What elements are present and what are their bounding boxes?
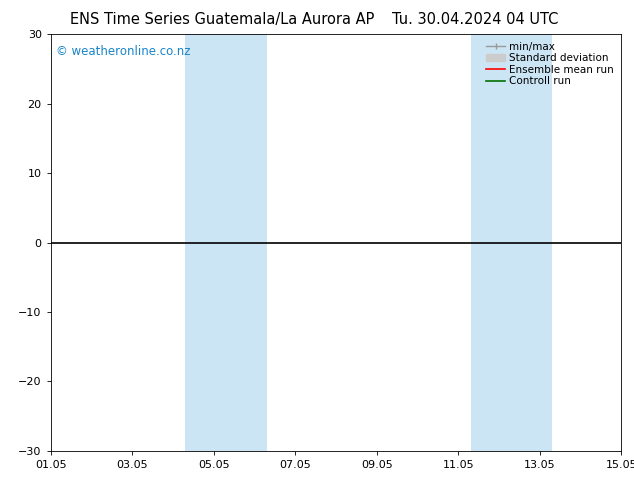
Text: © weatheronline.co.nz: © weatheronline.co.nz (56, 45, 191, 58)
Legend: min/max, Standard deviation, Ensemble mean run, Controll run: min/max, Standard deviation, Ensemble me… (484, 40, 616, 88)
Text: Tu. 30.04.2024 04 UTC: Tu. 30.04.2024 04 UTC (392, 12, 559, 27)
Text: ENS Time Series Guatemala/La Aurora AP: ENS Time Series Guatemala/La Aurora AP (70, 12, 374, 27)
Bar (185, 34, 267, 451)
Bar (470, 34, 552, 451)
